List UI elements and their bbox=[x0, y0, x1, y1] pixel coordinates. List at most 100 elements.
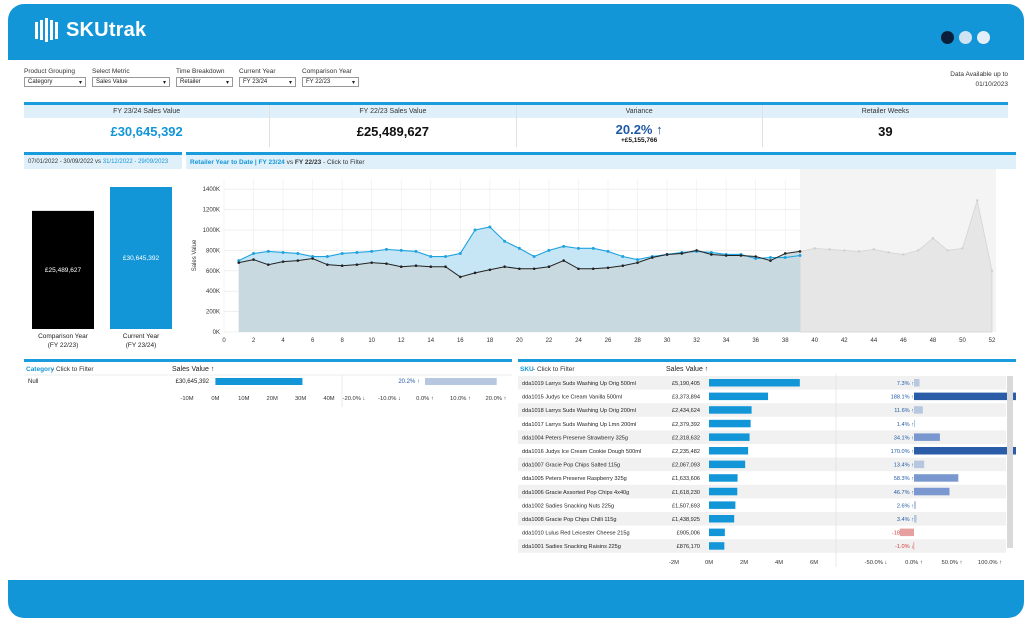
current-year-point bbox=[458, 251, 462, 255]
kpi-value: £25,489,627 bbox=[356, 124, 430, 139]
sku-row-value: £3,373,894 bbox=[672, 395, 700, 401]
comparison-year-point bbox=[606, 266, 610, 270]
app-header: SKUtrak bbox=[8, 4, 1024, 60]
comparison-year-point bbox=[503, 265, 506, 269]
remaining-year-point bbox=[990, 269, 994, 272]
select-metric-select[interactable]: Sales Value ▾ bbox=[92, 77, 170, 87]
kpi-label: Retailer Weeks bbox=[762, 105, 1008, 118]
remaining-year-point bbox=[902, 253, 905, 256]
x-tick-label: 6 bbox=[311, 338, 315, 344]
sku-variance-label: 34.1% ↑ bbox=[894, 435, 914, 441]
time-breakdown-select[interactable]: Retailer ▾ bbox=[176, 77, 233, 87]
x-tick-label: 14 bbox=[427, 338, 434, 344]
sku-variance-label: 188.1% ↑ bbox=[891, 395, 915, 401]
current-year-point bbox=[547, 248, 551, 252]
comparison-year-point bbox=[518, 267, 521, 271]
sku-row-value: £876,170 bbox=[677, 544, 700, 550]
ytd-bar-label: Comparison Year bbox=[38, 333, 89, 340]
chevron-down-icon: ▾ bbox=[351, 79, 355, 86]
sku-variance-bar bbox=[914, 379, 920, 387]
category-chart[interactable]: Category - Click to Filter Sales Value ↑ N… bbox=[24, 362, 512, 407]
ytd-bar bbox=[32, 210, 94, 329]
current-year-point bbox=[281, 250, 285, 254]
filter-label: Product Grouping bbox=[24, 68, 75, 75]
current-year-point bbox=[252, 251, 256, 255]
product-grouping-select[interactable]: Category ▾ bbox=[24, 77, 86, 87]
y-tick-label: 1400K bbox=[203, 187, 220, 193]
x-tick-label: 36 bbox=[752, 338, 759, 344]
category-variance-tick: 0.0% ↑ bbox=[416, 396, 434, 402]
current-year-point bbox=[709, 250, 713, 254]
sku-panel: SKU - Click to Filter Sales Value ↑ dda101… bbox=[518, 359, 1032, 567]
line-title-vs: vs bbox=[284, 158, 295, 166]
y-axis-label: Sales Value bbox=[192, 239, 198, 271]
sku-row-name: dda1002 Sadies Snacking Nuts 225g bbox=[522, 503, 614, 509]
x-tick-label: 50 bbox=[959, 338, 966, 344]
remaining-year-point bbox=[828, 248, 831, 251]
remaining-year-point bbox=[976, 199, 979, 202]
comparison-year-select[interactable]: FY 22/23 ▾ bbox=[302, 77, 359, 87]
sku-value-bar bbox=[709, 460, 746, 469]
ytd-bar-chart: £25,489,627 Comparison Year (FY 22/23) £30,… bbox=[32, 187, 172, 349]
comparison-year-point bbox=[665, 253, 669, 256]
sku-row-value: £5,190,405 bbox=[672, 381, 700, 387]
x-tick-label: 30 bbox=[664, 338, 671, 344]
sku-row-name: dda1004 Peters Preserve Strawberry 325g bbox=[522, 435, 628, 441]
sku-variance-bar bbox=[914, 406, 923, 414]
sku-value-bar bbox=[709, 487, 738, 496]
sku-variance-bar bbox=[914, 460, 925, 469]
x-tick-label: 42 bbox=[841, 338, 848, 344]
sku-variance-label: 13.4% ↑ bbox=[894, 463, 914, 469]
sku-row-bg bbox=[518, 403, 1006, 417]
y-tick-label: 600K bbox=[206, 269, 220, 275]
remaining-year-point bbox=[813, 247, 816, 250]
sku-variance-bar bbox=[914, 433, 940, 441]
sku-value-bar bbox=[709, 379, 800, 387]
current-year-point bbox=[768, 256, 772, 260]
retailer-ytd-line-panel: Retailer Year to Date | FY 23/24 vs FY 2… bbox=[186, 152, 1016, 354]
sku-value-bar bbox=[709, 542, 725, 550]
filter-bar: Product Grouping Category ▾ Select Metric… bbox=[24, 68, 359, 87]
category-variance-tick: 10.0% ↑ bbox=[450, 396, 471, 402]
sku-column-header: Sales Value ↑ bbox=[666, 366, 708, 373]
sku-row-name: dda1007 Gracie Pop Chips Salted 115g bbox=[522, 463, 620, 469]
comparison-year-point bbox=[399, 265, 403, 269]
comparison-year-point bbox=[769, 259, 772, 262]
sku-row-value: £1,438,925 bbox=[672, 517, 700, 523]
line-panel-header[interactable]: Retailer Year to Date | FY 23/24 vs FY 2… bbox=[186, 155, 1016, 169]
sku-variance-bar bbox=[899, 528, 914, 537]
current-year-point bbox=[754, 257, 758, 261]
comparison-year-point bbox=[488, 268, 492, 272]
sku-variance-bar bbox=[914, 487, 950, 496]
sku-title: SKU bbox=[520, 366, 534, 373]
app-footer bbox=[8, 580, 1024, 618]
ytd-bar-sublabel: (FY 22/23) bbox=[48, 342, 79, 349]
sku-row-name: dda1008 Gracie Pop Chips Chilli 115g bbox=[522, 517, 616, 523]
logo: SKUtrak bbox=[34, 18, 146, 42]
remaining-year-point bbox=[857, 250, 861, 253]
sku-row-bg bbox=[518, 484, 1006, 499]
line-title-suffix: - Click to Filter bbox=[321, 158, 365, 166]
comparison-year-point bbox=[621, 264, 625, 267]
vs-label: vs bbox=[93, 159, 103, 165]
category-title: Category bbox=[26, 366, 55, 373]
sku-value-tick: -2M bbox=[669, 560, 679, 566]
current-year-point bbox=[488, 225, 492, 229]
filter-select-metric: Select Metric Sales Value ▾ bbox=[92, 68, 170, 87]
current-year-point bbox=[444, 255, 448, 259]
dot-light-1[interactable] bbox=[959, 31, 972, 44]
remaining-year-point bbox=[843, 249, 846, 252]
window-dots bbox=[941, 31, 990, 44]
sku-chart[interactable]: SKU - Click to Filter Sales Value ↑ dda101… bbox=[518, 362, 1032, 567]
remaining-year-point bbox=[961, 247, 964, 250]
sku-row-name: dda1006 Gracie Assorted Pop Chips 4x40g bbox=[522, 490, 629, 496]
sku-variance-label: 2.6% ↑ bbox=[897, 503, 914, 509]
comparison-year-point bbox=[267, 263, 270, 266]
kpi-retailer-weeks: Retailer Weeks 39 bbox=[762, 105, 1008, 147]
sku-row-value: £905,006 bbox=[677, 531, 700, 537]
dot-light-2[interactable] bbox=[977, 31, 990, 44]
y-tick-label: 0K bbox=[213, 330, 220, 336]
dot-dark[interactable] bbox=[941, 31, 954, 44]
current-year-select[interactable]: FY 23/24 ▾ bbox=[239, 77, 296, 87]
